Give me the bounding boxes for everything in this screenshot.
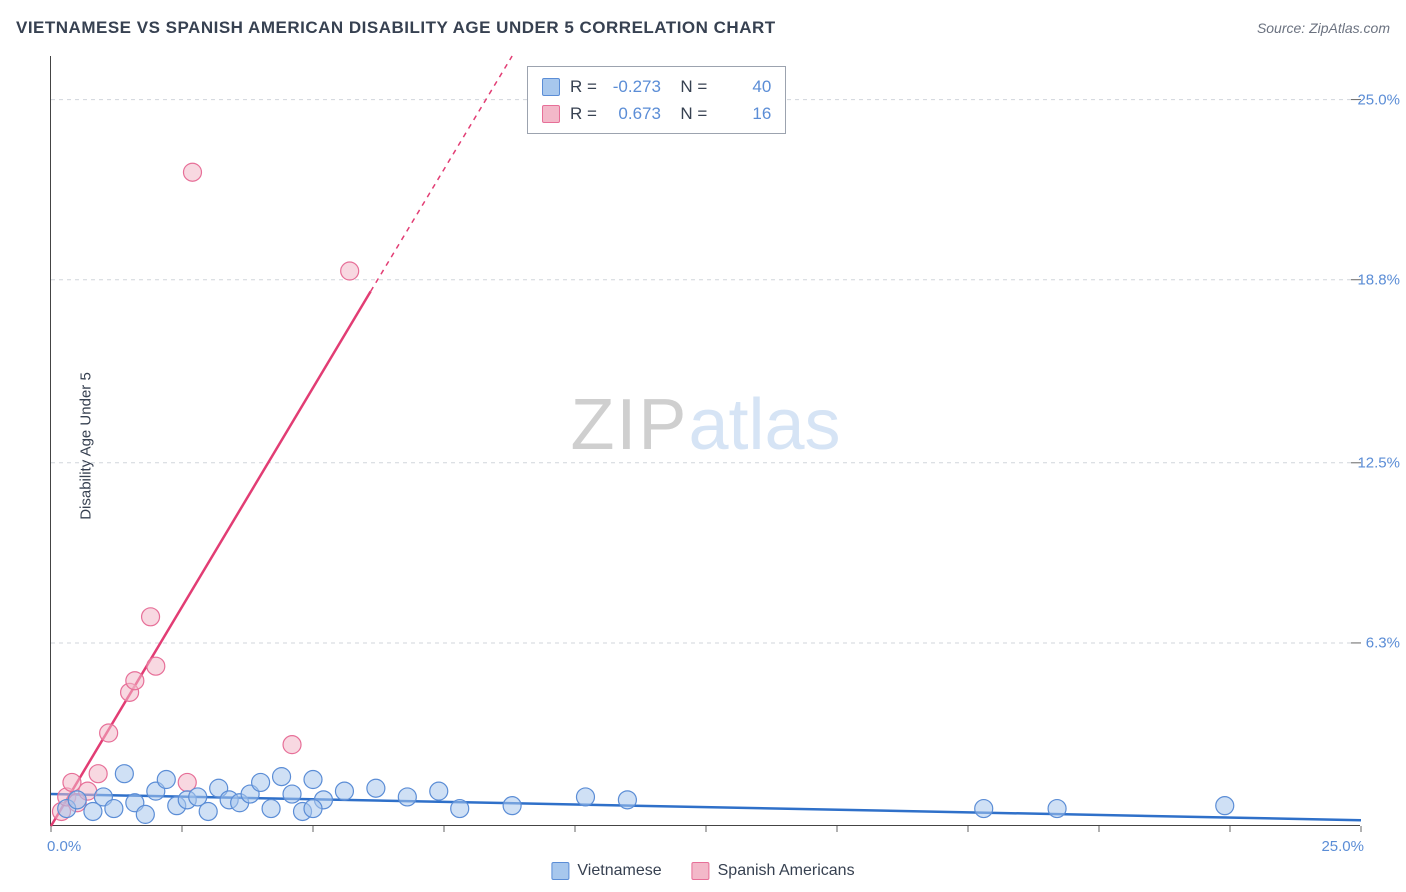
correlation-stats-box: R = -0.273 N = 40 R = 0.673 N = 16 (527, 66, 786, 134)
legend-label-spanish: Spanish Americans (718, 862, 855, 880)
y-tick-label: 25.0% (1357, 91, 1400, 108)
stat-row-vietnamese: R = -0.273 N = 40 (542, 73, 771, 100)
stat-r-label: R = (570, 73, 597, 100)
x-tick-max: 25.0% (1321, 838, 1364, 855)
stat-r-value-spanish: 0.673 (607, 100, 661, 127)
source-attribution: Source: ZipAtlas.com (1257, 20, 1390, 36)
stat-r-value-vietnamese: -0.273 (607, 73, 661, 100)
legend-label-vietnamese: Vietnamese (577, 862, 661, 880)
stat-row-spanish: R = 0.673 N = 16 (542, 100, 771, 127)
stat-n-label: N = (671, 73, 707, 100)
stat-n-value-vietnamese: 40 (717, 73, 771, 100)
legend-item-vietnamese: Vietnamese (551, 862, 661, 880)
chart-title: VIETNAMESE VS SPANISH AMERICAN DISABILIT… (16, 18, 776, 38)
chart-header: VIETNAMESE VS SPANISH AMERICAN DISABILIT… (16, 18, 1390, 38)
legend-item-spanish: Spanish Americans (692, 862, 855, 880)
y-tick-label: 12.5% (1357, 454, 1400, 471)
y-tick-label: 6.3% (1366, 634, 1400, 651)
legend-swatch-spanish (692, 862, 710, 880)
swatch-vietnamese (542, 78, 560, 96)
x-tick-min: 0.0% (47, 838, 81, 855)
stat-n-value-spanish: 16 (717, 100, 771, 127)
chart-plot-area: ZIPatlas R = -0.273 N = 40 R = 0.673 N =… (50, 56, 1360, 826)
stat-r-label: R = (570, 100, 597, 127)
stat-n-label: N = (671, 100, 707, 127)
legend-swatch-vietnamese (551, 862, 569, 880)
y-tick-label: 18.8% (1357, 271, 1400, 288)
swatch-spanish (542, 105, 560, 123)
legend: Vietnamese Spanish Americans (551, 862, 854, 880)
chart-svg (51, 56, 1360, 825)
